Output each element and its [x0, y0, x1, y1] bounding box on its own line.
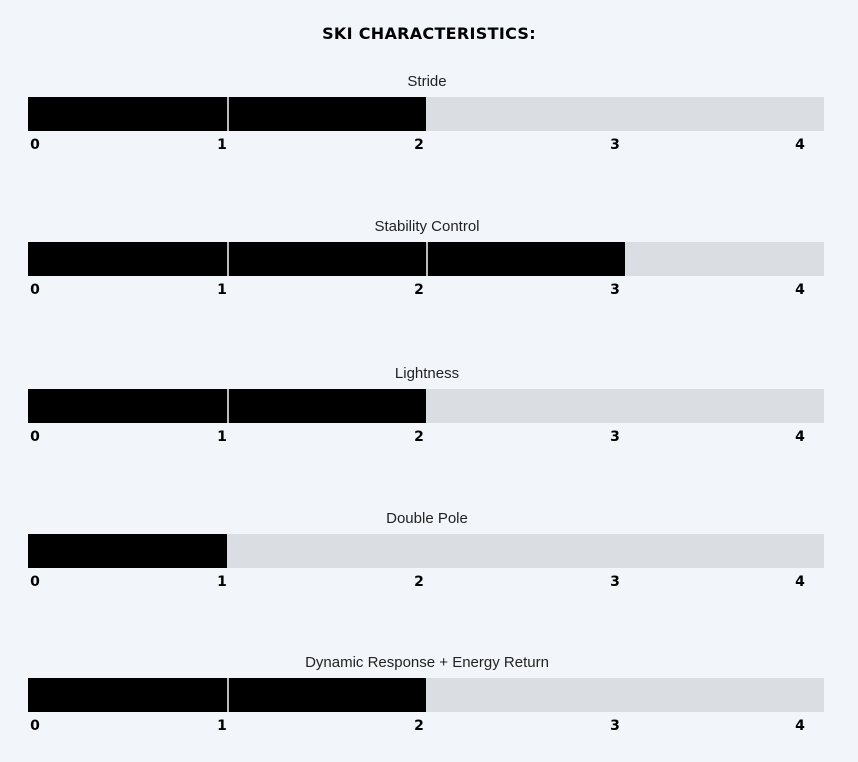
characteristic-row: Lightness 0 1 2 3 4	[0, 365, 858, 454]
bar-track	[28, 678, 824, 712]
tick-label: 2	[414, 137, 424, 153]
tick-label: 4	[795, 137, 805, 153]
tick-label: 3	[610, 137, 620, 153]
bar-track	[28, 242, 824, 276]
tick-label: 3	[610, 429, 620, 445]
tick-label: 1	[217, 574, 227, 590]
bar-track	[28, 97, 824, 131]
characteristic-row: Double Pole 0 1 2 3 4	[0, 510, 858, 599]
tick-label: 2	[414, 429, 424, 445]
bar-segment	[227, 97, 426, 131]
tick-label: 1	[217, 282, 227, 298]
bar-segment	[28, 97, 227, 131]
bar-segment	[227, 242, 426, 276]
bar-track	[28, 389, 824, 423]
tick-label: 0	[30, 137, 40, 153]
tick-label: 0	[30, 282, 40, 298]
bar-segment	[28, 389, 227, 423]
tick-label: 2	[414, 718, 424, 734]
characteristic-label: Stride	[407, 73, 447, 90]
characteristic-label: Lightness	[394, 365, 460, 382]
tick-label: 2	[414, 282, 424, 298]
characteristic-label: Double Pole	[386, 510, 468, 527]
bar-segment	[28, 242, 227, 276]
tick-label: 1	[217, 137, 227, 153]
bar-track	[28, 534, 824, 568]
tick-label: 4	[795, 282, 805, 298]
tick-label: 2	[414, 574, 424, 590]
tick-label: 3	[610, 282, 620, 298]
bar-segment	[227, 678, 426, 712]
chart-title: SKI CHARACTERISTICS:	[322, 24, 536, 43]
tick-label: 4	[795, 429, 805, 445]
bar-segment	[28, 534, 227, 568]
tick-label: 0	[30, 574, 40, 590]
tick-label: 0	[30, 429, 40, 445]
tick-label: 1	[217, 429, 227, 445]
bar-segment	[227, 389, 426, 423]
tick-label: 4	[795, 574, 805, 590]
tick-label: 3	[610, 718, 620, 734]
tick-label: 0	[30, 718, 40, 734]
bar-segment	[28, 678, 227, 712]
tick-label: 4	[795, 718, 805, 734]
characteristic-label: Stability Control	[374, 218, 480, 235]
characteristic-row: Dynamic Response + Energy Return 0 1 2 3 4	[0, 654, 858, 743]
tick-label: 3	[610, 574, 620, 590]
characteristic-row: Stride 0 1 2 3 4	[0, 73, 858, 162]
bar-segment	[426, 242, 625, 276]
characteristic-row: Stability Control 0 1 2 3 4	[0, 218, 858, 307]
characteristic-label: Dynamic Response + Energy Return	[305, 654, 549, 671]
tick-label: 1	[217, 718, 227, 734]
